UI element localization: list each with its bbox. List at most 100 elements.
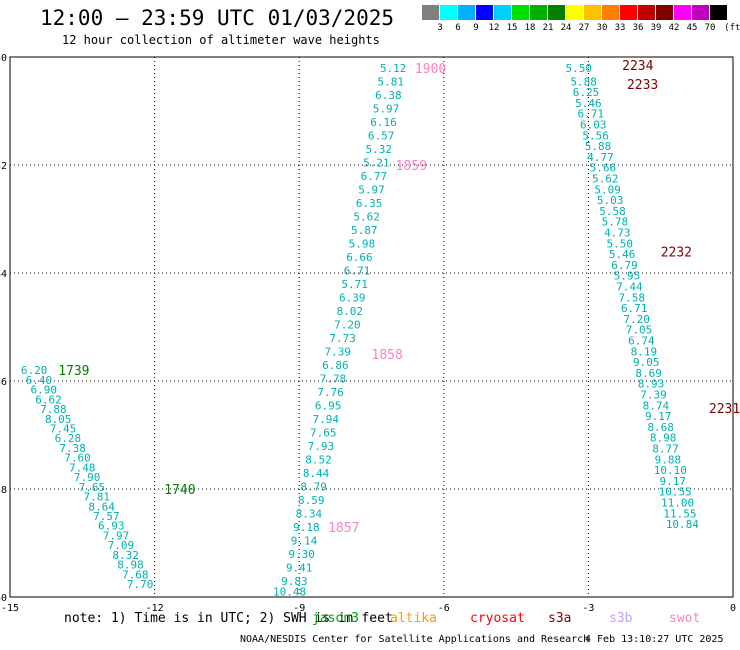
legend-label: 15 — [506, 23, 518, 33]
plot-frame — [9, 56, 734, 598]
legend-swatch — [584, 5, 601, 20]
data-point-s3a: 4.73 — [604, 227, 631, 240]
time-label: 2232 — [661, 245, 692, 260]
data-point-s3a: 6.71 — [578, 108, 605, 121]
data-point-s3a: 9.88 — [655, 453, 682, 466]
chart-subtitle: 12 hour collection of altimeter wave hei… — [62, 33, 380, 47]
y-tick-label: -38 — [0, 485, 7, 496]
data-point-jason3: 8.05 — [45, 413, 72, 426]
data-point-jason3: 7.38 — [59, 442, 86, 455]
data-point-jason3: 6.20 — [21, 364, 48, 377]
legend-label: 39 — [650, 23, 662, 33]
data-point-s3a: 10.10 — [654, 464, 687, 477]
data-point-jason3: 6.28 — [55, 432, 82, 445]
data-point-cryosat: 8.52 — [305, 453, 332, 466]
data-point-s3a: 7.39 — [640, 389, 667, 402]
legend-swatch — [656, 5, 673, 20]
legend-label: 21 — [542, 23, 554, 33]
data-point-s3a: 8.77 — [652, 443, 679, 456]
data-point-cryosat: 5.81 — [378, 75, 405, 88]
legend-label: 30 — [596, 23, 608, 33]
data-point-s3a: 8.19 — [631, 345, 658, 358]
data-point-cryosat: 5.32 — [365, 143, 392, 156]
sat-label-cryosat: cryosat — [470, 611, 525, 626]
data-point-s3a: 7.20 — [623, 313, 650, 326]
data-point-s3a: 6.03 — [580, 119, 607, 132]
data-point-s3a: 5.88 — [570, 75, 597, 88]
data-point-s3a: 9.05 — [633, 356, 660, 369]
data-point-jason3: 7.90 — [74, 471, 101, 484]
legend-label: 42 — [668, 23, 680, 33]
legend-swatch — [530, 5, 547, 20]
legend-swatch — [476, 5, 493, 20]
data-point-jason3: 7.70 — [127, 578, 154, 591]
time-label: 1859 — [396, 159, 427, 174]
legend-unit: (ft) — [724, 23, 740, 33]
data-point-cryosat: 7.20 — [334, 318, 361, 331]
data-point-jason3: 6.90 — [30, 384, 57, 397]
data-point-cryosat: 7.73 — [329, 332, 356, 345]
data-point-cryosat: 9.14 — [291, 534, 318, 547]
chart-title: 12:00 – 23:59 UTC 01/03/2025 — [40, 6, 395, 30]
data-point-s3a: 8.98 — [650, 432, 677, 445]
data-point-cryosat: 5.97 — [358, 183, 385, 196]
data-point-s3a: 9.17 — [645, 410, 672, 423]
time-label: 1900 — [415, 62, 446, 77]
data-point-cryosat: 7.93 — [308, 440, 335, 453]
data-point-jason3: 7.60 — [64, 452, 91, 465]
data-point-s3a: 8.93 — [638, 378, 665, 391]
data-point-jason3: 8.64 — [88, 500, 115, 513]
data-point-cryosat: 6.16 — [370, 116, 397, 129]
data-point-cryosat: 6.71 — [344, 264, 371, 277]
data-point-jason3: 6.62 — [35, 393, 62, 406]
data-point-s3a: 6.79 — [611, 259, 638, 272]
data-point-jason3: 6.40 — [26, 374, 53, 387]
legend-label: 6 — [455, 23, 461, 33]
legend-label: 45 — [686, 23, 698, 33]
data-point-cryosat: 8.44 — [303, 467, 330, 480]
legend-swatch — [674, 5, 691, 20]
data-point-s3a: 11.55 — [663, 507, 696, 520]
y-tick-label: -40 — [0, 593, 7, 604]
data-point-jason3: 7.68 — [122, 568, 149, 581]
data-point-cryosat: 9.83 — [281, 575, 308, 588]
data-point-s3a: 5.50 — [566, 62, 593, 75]
legend-label: 70 — [704, 23, 716, 33]
data-point-s3a: 7.44 — [616, 281, 643, 294]
data-point-cryosat: 6.38 — [375, 89, 402, 102]
data-point-cryosat: 6.57 — [368, 129, 395, 142]
data-point-cryosat: 5.98 — [349, 237, 376, 250]
legend-swatch — [602, 5, 619, 20]
legend-swatch — [638, 5, 655, 20]
data-point-s3a: 5.09 — [594, 183, 621, 196]
data-point-cryosat: 7.78 — [320, 372, 347, 385]
data-point-s3a: 9.17 — [660, 475, 687, 488]
time-label: 1739 — [58, 364, 89, 379]
time-label: 2233 — [627, 78, 658, 93]
data-point-s3a: 5.58 — [599, 205, 626, 218]
data-point-s3a: 5.78 — [602, 216, 629, 229]
legend-swatch — [710, 5, 727, 20]
data-point-cryosat: 5.87 — [351, 224, 378, 237]
time-label: 1858 — [372, 348, 403, 363]
data-point-jason3: 7.48 — [69, 461, 96, 474]
data-point-s3a: 5.56 — [582, 129, 609, 142]
legend-label: 27 — [578, 23, 590, 33]
data-point-s3a: 4.77 — [587, 151, 614, 164]
data-point-cryosat: 8.79 — [300, 480, 327, 493]
y-tick-label: -30 — [0, 53, 7, 64]
data-point-jason3: 6.93 — [98, 520, 125, 533]
legend-label: 12 — [488, 23, 500, 33]
sat-label-altika: altika — [390, 611, 437, 626]
data-point-cryosat: 5.71 — [341, 278, 368, 291]
data-point-s3a: 6.25 — [573, 86, 600, 99]
data-point-jason3: 7.81 — [84, 491, 111, 504]
x-tick-label: 0 — [730, 603, 736, 614]
data-point-s3a: 5.66 — [590, 162, 617, 175]
data-point-s3a: 10.55 — [659, 486, 692, 499]
time-label: 1740 — [164, 483, 195, 498]
data-point-cryosat: 7.76 — [317, 386, 344, 399]
data-point-jason3: 7.65 — [79, 481, 106, 494]
data-point-cryosat: 7.94 — [312, 413, 339, 426]
